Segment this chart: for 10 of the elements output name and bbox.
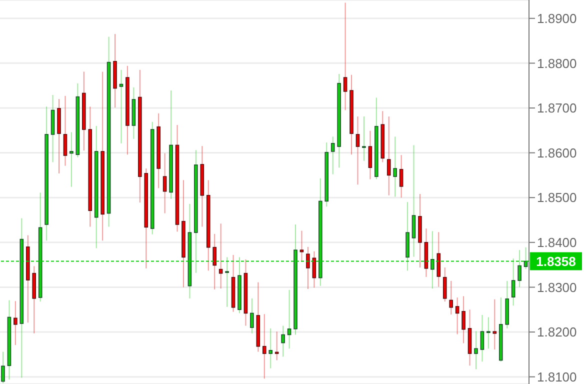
y-tick-label: 1.8800: [537, 56, 577, 71]
y-tick-label: 1.8500: [537, 190, 577, 206]
y-tick-label: 1.8600: [537, 145, 577, 160]
y-tick-label: 1.8400: [537, 235, 577, 250]
y-tick-label: 1.8900: [537, 10, 577, 26]
y-tick-label: 1.8100: [537, 369, 577, 384]
y-tick-label: 1.8700: [537, 100, 577, 116]
y-tick-label: 1.8300: [537, 280, 577, 295]
ref-line-label: 1.8358: [536, 254, 576, 270]
y-tick-label: 1.8200: [537, 324, 577, 340]
